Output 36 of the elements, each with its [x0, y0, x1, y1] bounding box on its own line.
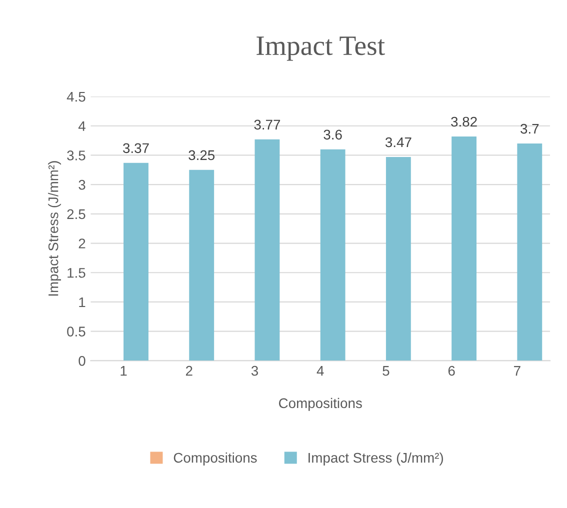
- bar: [452, 136, 477, 361]
- y-tick-label: 0.5: [67, 326, 86, 336]
- y-axis-title: Impact Stress (J/mm²): [48, 161, 61, 296]
- data-label: 3.47: [385, 137, 412, 148]
- legend-label: Compositions: [174, 452, 257, 466]
- bar: [320, 149, 346, 361]
- legend-label: Impact Stress (J/mm²): [308, 452, 443, 466]
- y-tick-label: 1: [79, 297, 86, 308]
- y-tick-label: 3: [78, 180, 86, 190]
- y-tick-label: 2.5: [67, 209, 86, 220]
- y-tick-label: 4: [78, 121, 86, 131]
- x-tick-label: 7: [514, 366, 520, 376]
- chart-title: Impact Test: [256, 36, 385, 61]
- bar: [386, 156, 411, 361]
- bar: [254, 139, 280, 361]
- y-tick-label: 0: [78, 356, 86, 366]
- x-axis-title: Compositions: [278, 398, 362, 411]
- y-tick-label: 4.5: [66, 92, 86, 102]
- y-tick-label: 3.5: [67, 150, 86, 160]
- data-label: 3.37: [123, 143, 149, 154]
- x-tick-label: 1: [120, 366, 127, 376]
- data-label: 3.7: [520, 124, 539, 134]
- x-tick-label: 3: [251, 366, 258, 376]
- data-label: 3.6: [324, 130, 342, 140]
- x-tick-label: 6: [448, 366, 455, 376]
- data-label: 3.25: [188, 150, 215, 160]
- data-label: 3.77: [254, 120, 280, 130]
- bar: [124, 162, 148, 361]
- x-tick-label: 2: [186, 366, 192, 376]
- data-label: 3.82: [451, 116, 477, 127]
- x-tick-label: 4: [316, 366, 324, 376]
- bar: [517, 143, 542, 361]
- x-tick-label: 5: [382, 366, 390, 376]
- y-tick-label: 2: [78, 238, 86, 248]
- bar: [189, 170, 214, 361]
- y-tick-label: 1.5: [68, 268, 86, 278]
